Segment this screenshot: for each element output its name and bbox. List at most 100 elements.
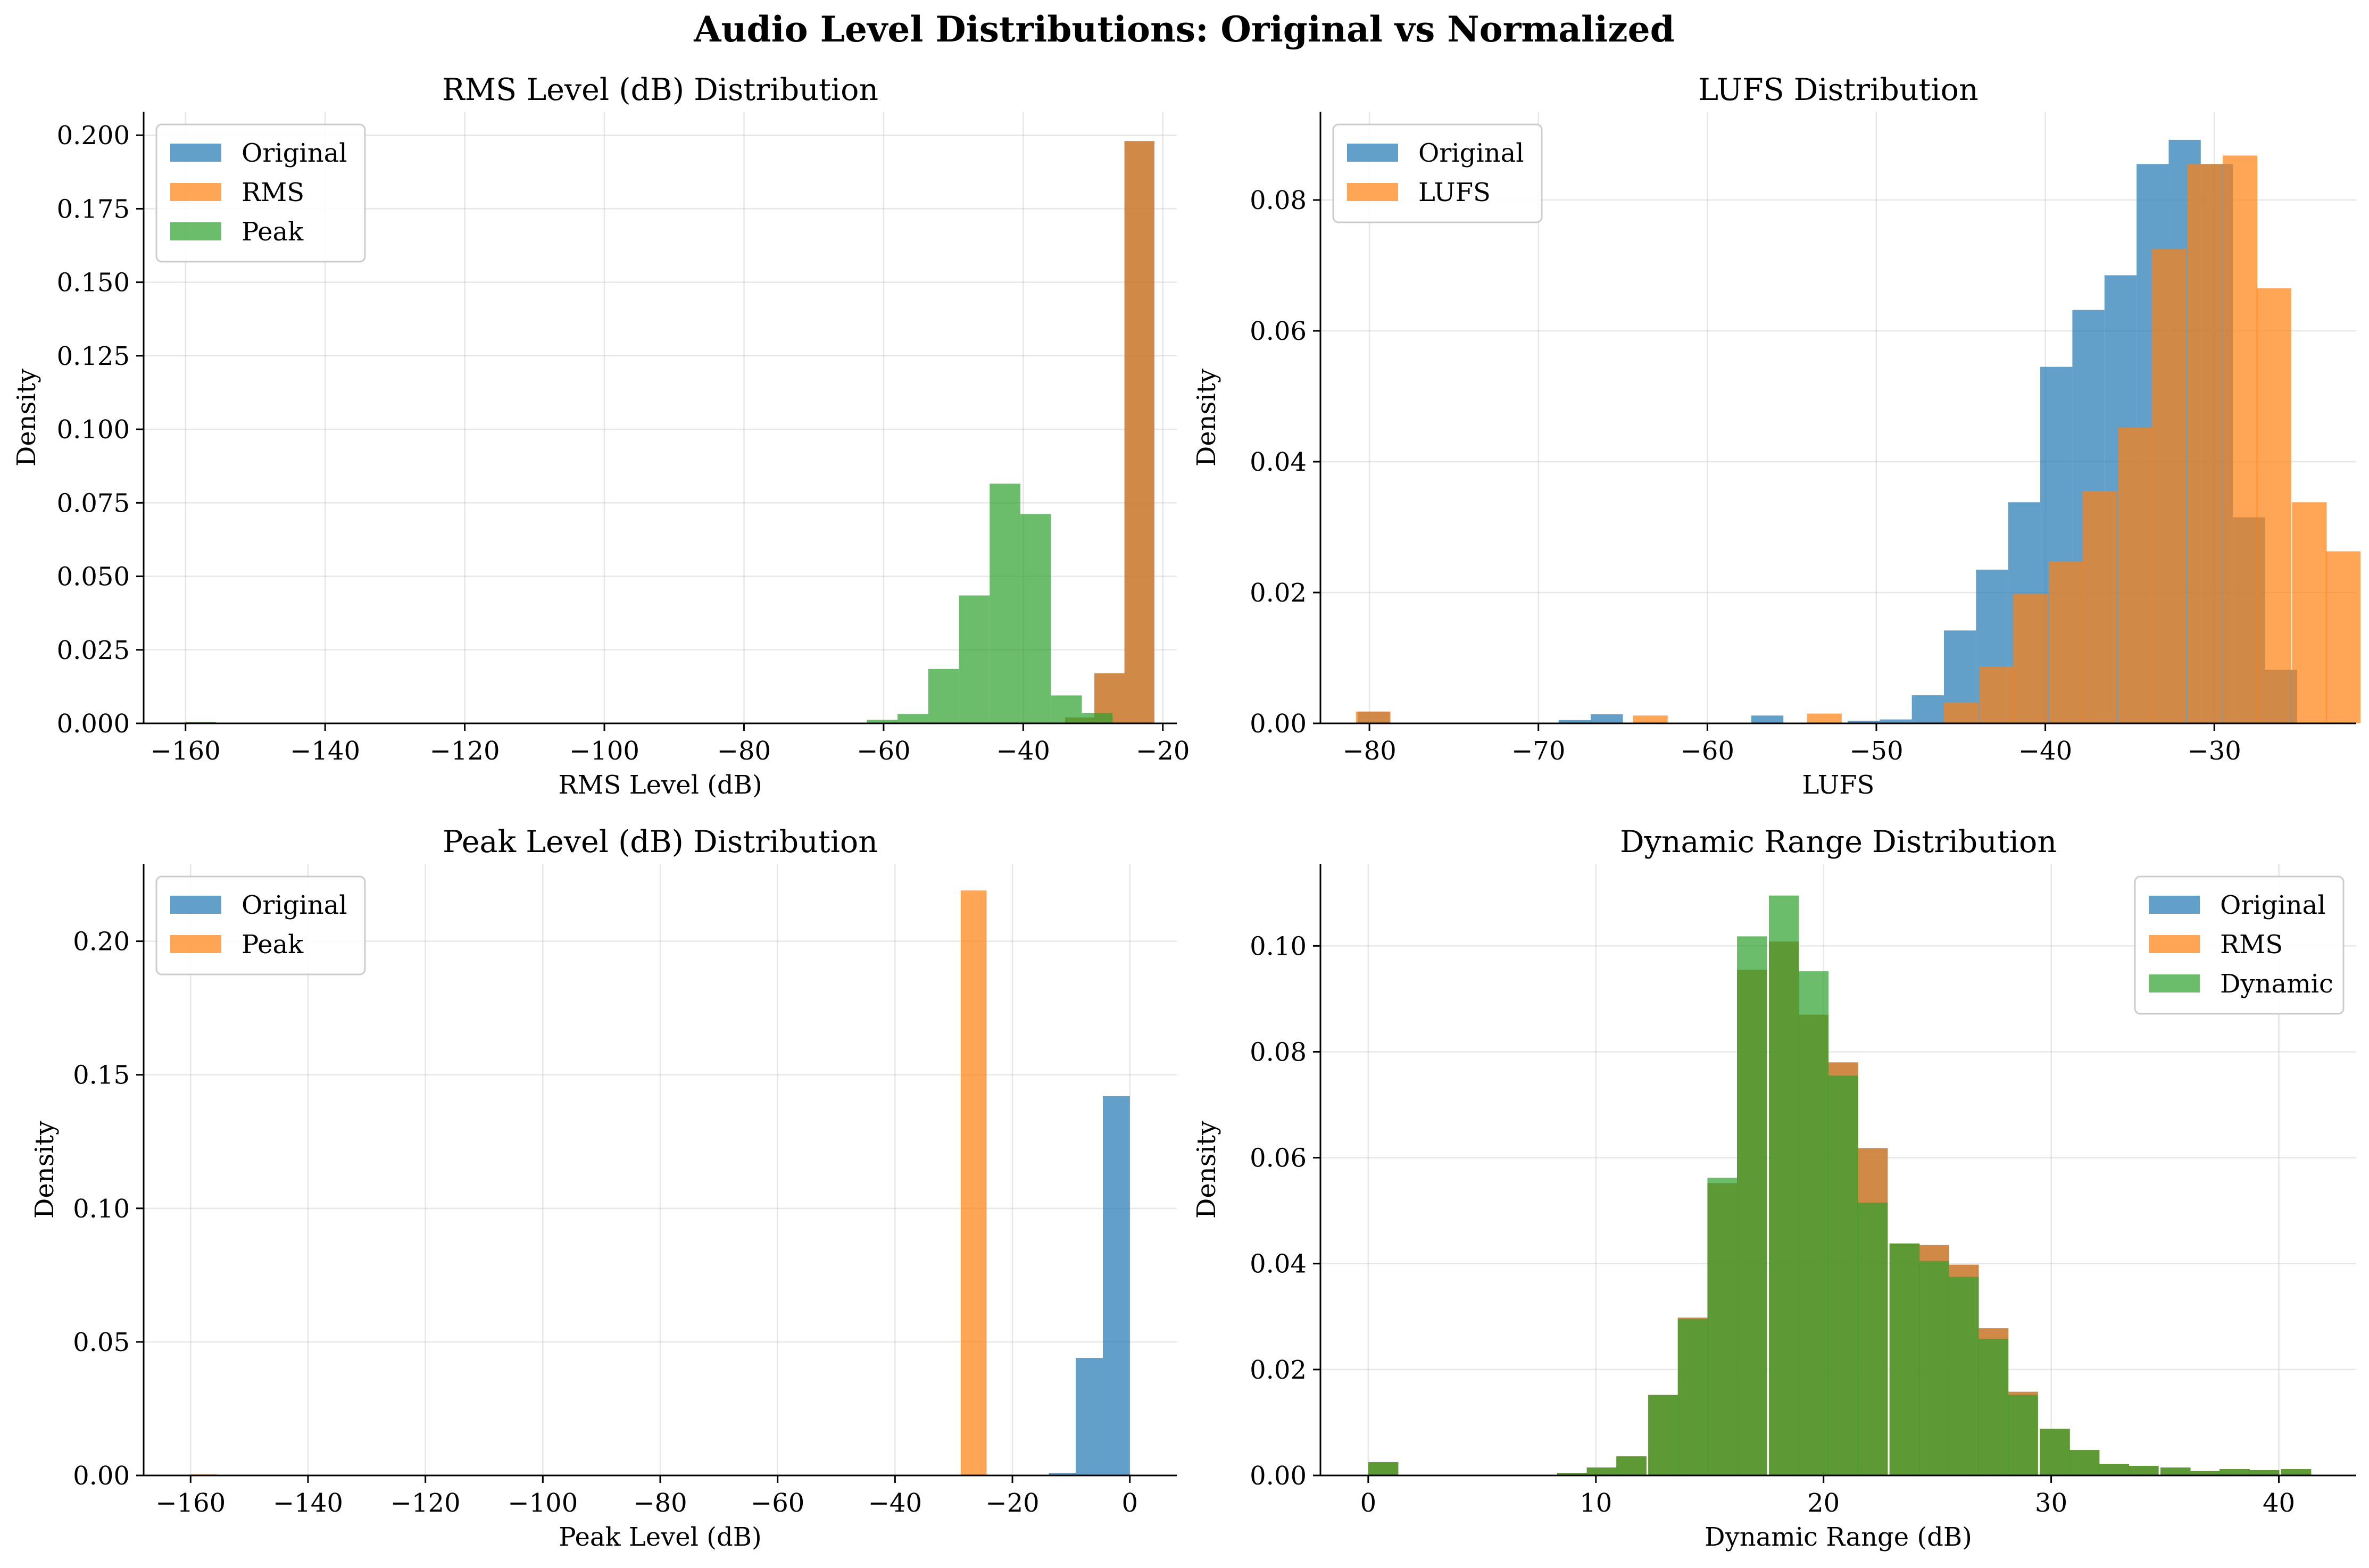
histogram-bar <box>1049 1472 1076 1475</box>
x-tick-label: −140 <box>273 1488 343 1518</box>
y-tick-label: 0.02 <box>1250 578 1307 608</box>
histogram-bar <box>1557 1473 1587 1475</box>
x-tick-label: −40 <box>2018 736 2072 766</box>
y-ticks: 0.00 0.02 0.04 0.06 0.08 0.10 <box>1250 931 1320 1491</box>
histogram-bar <box>1102 1096 1130 1475</box>
y-tick-label: 0.175 <box>57 194 130 224</box>
histogram-bar <box>2099 1464 2129 1475</box>
x-ticks: 0 10 20 30 40 <box>1360 1475 2295 1518</box>
histogram-bar <box>2223 155 2258 724</box>
histogram-bar <box>2292 502 2327 723</box>
x-tick-label: −80 <box>633 1488 687 1518</box>
histogram-bar <box>1857 1203 1888 1475</box>
x-ticks: −160 −140 −120 −100 −80 −60 −40 −20 <box>151 723 1190 766</box>
x-ticks: −80 −70 −60 −50 −40 −30 <box>1342 723 2241 766</box>
histogram-bar <box>2048 561 2084 723</box>
series-lufs <box>1356 155 2360 724</box>
y-tick-label: 0.15 <box>73 1061 130 1090</box>
panel-title: Peak Level (dB) Distribution <box>443 824 878 860</box>
y-tick-label: 0.025 <box>57 636 130 665</box>
legend-swatch <box>170 935 221 953</box>
histogram-bar <box>990 483 1021 723</box>
x-tick-label: 30 <box>2035 1488 2067 1518</box>
x-tick-label: −70 <box>1511 736 1565 766</box>
series-peak <box>185 483 1113 723</box>
histogram-bar <box>2040 1429 2070 1475</box>
legend-swatch <box>2149 896 2200 914</box>
legend-swatch <box>170 183 221 201</box>
y-axis-label: Density <box>1192 369 1221 466</box>
y-tick-label: 0.04 <box>1250 447 1307 477</box>
panel-dynamic: 0 10 20 30 40 0.00 0.02 0.04 0.06 0.08 0.10 Dynamic… <box>1192 824 2356 1552</box>
y-ticks: 0.00 0.05 0.10 0.15 0.20 <box>73 927 144 1491</box>
histogram-bar <box>1919 1261 1949 1475</box>
panel-rms: −160 −140 −120 −100 −80 −60 −40 −200.0000.0250.… <box>12 72 1190 800</box>
histogram-bar <box>1558 720 1591 723</box>
histogram-bar <box>1591 714 1623 723</box>
x-axis-label: RMS Level (dB) <box>558 770 762 800</box>
legend-swatch <box>1347 144 1398 162</box>
panel-lufs: −80 −70 −60 −50 −40 −30 0.00 0.02 0.04 0.06 0.08 LU… <box>1192 72 2360 800</box>
histogram-bar <box>2008 1395 2038 1475</box>
legend-swatch <box>170 222 221 240</box>
y-tick-label: 0.00 <box>1250 709 1307 739</box>
y-tick-label: 0.08 <box>1250 186 1307 215</box>
x-tick-label: 20 <box>1807 1488 1840 1518</box>
x-axis-label: Peak Level (dB) <box>559 1522 761 1552</box>
y-axis-label: Density <box>12 369 41 466</box>
x-tick-label: 40 <box>2263 1488 2295 1518</box>
histogram-bar <box>1051 695 1082 723</box>
legend-swatch <box>170 896 221 914</box>
histogram-bar <box>1076 1358 1103 1475</box>
legend-label: Peak <box>242 217 304 247</box>
legend-label: LUFS <box>1418 178 1491 207</box>
legend-swatch <box>2149 974 2200 992</box>
legend-label: Original <box>242 138 347 168</box>
y-axis-label: Density <box>30 1121 60 1219</box>
histogram-bar <box>2160 1467 2191 1475</box>
legend-swatch <box>1347 183 1398 201</box>
legend: Original RMS Dynamic <box>2134 875 2345 1015</box>
x-tick-label: −20 <box>985 1488 1039 1518</box>
histogram-bar <box>1911 695 1944 723</box>
histogram-bar <box>2187 164 2222 723</box>
y-tick-label: 0.200 <box>57 121 130 151</box>
histogram-bar <box>897 714 928 723</box>
legend-label: Original <box>1418 138 1524 168</box>
histogram-bar <box>1633 715 1668 723</box>
legend-swatch <box>2149 935 2200 953</box>
histogram-bar <box>1082 713 1113 723</box>
y-ticks: 0.000 0.025 0.050 0.075 0.100 0.125 0.150 0.175… <box>57 121 144 739</box>
histogram-bar <box>1979 666 2014 723</box>
histogram-bar <box>1586 1467 1617 1475</box>
legend-label: Peak <box>242 930 304 960</box>
histogram-bar <box>1356 711 1391 723</box>
y-tick-label: 0.02 <box>1250 1355 1307 1385</box>
legend: Original Peak <box>155 875 366 975</box>
x-tick-label: −30 <box>2188 736 2241 766</box>
histogram-bar <box>2118 428 2153 723</box>
x-tick-label: −60 <box>857 736 910 766</box>
y-tick-label: 0.06 <box>1250 316 1307 346</box>
histogram-bar <box>2256 288 2291 723</box>
x-tick-label: −50 <box>1849 736 1903 766</box>
histogram-bar <box>1828 1075 1858 1475</box>
histogram-bar <box>1798 971 1829 1475</box>
x-tick-label: 0 <box>1360 1488 1377 1518</box>
histogram-bar <box>1124 141 1155 723</box>
y-tick-label: 0.10 <box>1250 931 1307 961</box>
legend-label: RMS <box>242 178 304 207</box>
y-tick-label: 0.08 <box>1250 1037 1307 1067</box>
legend: Original LUFS <box>1332 123 1543 223</box>
x-ticks: −160 −140 −120 −100 −80 −60 −40 −20 0 <box>155 1475 1138 1518</box>
histogram-bar <box>2325 551 2360 723</box>
histogram-bar <box>2069 1450 2100 1475</box>
histogram-bar <box>1020 514 1051 723</box>
histogram-bar <box>2013 594 2048 723</box>
histogram-bar <box>1889 1243 1920 1475</box>
x-tick-label: −120 <box>390 1488 461 1518</box>
histogram-bar <box>1737 936 1767 1475</box>
x-tick-label: −120 <box>430 736 500 766</box>
histogram-bar <box>2249 1470 2280 1475</box>
legend-label: Original <box>242 890 347 920</box>
